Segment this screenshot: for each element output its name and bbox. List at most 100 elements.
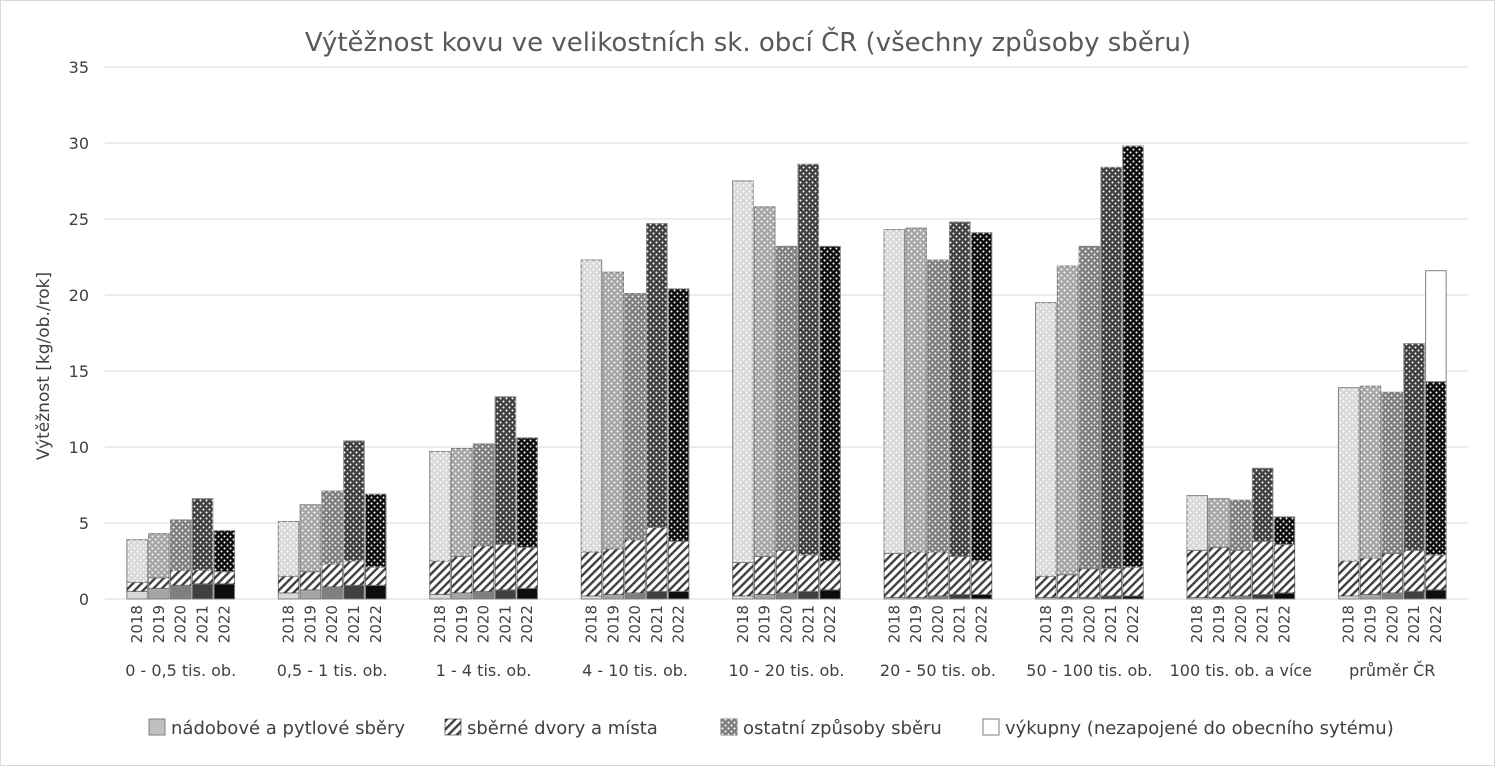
x-tick-label: 2019 (756, 605, 774, 643)
bar-segment (451, 448, 473, 557)
bar-segment (1186, 495, 1208, 551)
x-tick-label: 2020 (1232, 605, 1250, 643)
bar-segment (753, 593, 776, 600)
bar-segment (1122, 566, 1144, 597)
legend-swatch-pattern (445, 719, 461, 735)
bar-segment (646, 223, 668, 529)
x-tick-label: 2020 (475, 605, 493, 643)
y-tick-label: 25 (69, 210, 89, 229)
bar-segment (1230, 549, 1252, 597)
bar-segment (169, 519, 192, 571)
bar-segment (213, 571, 236, 585)
bar-segment (321, 586, 343, 600)
bar-segment (624, 292, 646, 541)
bar-segment (516, 437, 538, 548)
bar-segment (148, 533, 170, 579)
x-tick-label: 2018 (1188, 605, 1206, 643)
bar-segment (1100, 568, 1122, 597)
bar-segment (775, 245, 798, 551)
legend-label: sběrné dvory a místa (467, 718, 658, 739)
group-label: 50 - 100 tis. ob. (1026, 661, 1152, 680)
x-tick-label: 2019 (1210, 605, 1228, 643)
bar-segment (646, 590, 668, 600)
x-tick-label: 2022 (215, 605, 233, 643)
bar-segment (1273, 543, 1296, 594)
bar-segment (948, 221, 971, 557)
bar-segment (970, 560, 993, 595)
x-tick-label: 2021 (648, 605, 666, 643)
bar-segment (191, 569, 214, 585)
bar-segment (516, 546, 538, 589)
bar-segment (429, 451, 451, 562)
bar-segment (1403, 549, 1425, 592)
bar-segment (1425, 381, 1447, 556)
bar-segment (429, 593, 451, 600)
bar-segment (494, 543, 517, 591)
x-tick-label: 2020 (778, 605, 796, 643)
y-tick-label: 5 (79, 514, 89, 533)
bar-segment (1078, 568, 1101, 598)
bar-segment (905, 551, 927, 598)
group-label: průměr ČR (1349, 661, 1435, 680)
bar-segment (797, 163, 820, 556)
x-tick-label: 2021 (951, 605, 969, 643)
x-tick-label: 2022 (518, 605, 536, 643)
legend-label: nádobové a pytlové sběry (171, 718, 405, 739)
bar-segment (1403, 590, 1425, 600)
x-tick-label: 2018 (431, 605, 449, 643)
y-tick-label: 20 (69, 286, 89, 305)
x-tick-label: 2019 (1361, 605, 1379, 643)
bar-segment (1337, 560, 1360, 597)
x-tick-label: 2021 (496, 605, 514, 643)
bar-segment (819, 589, 841, 600)
x-tick-label: 2018 (280, 605, 298, 643)
x-tick-label: 2022 (1275, 605, 1293, 643)
bar-segment (602, 271, 625, 550)
x-tick-label: 2019 (150, 605, 168, 643)
bar-segment (667, 590, 690, 600)
group-labels: 0 - 0,5 tis. ob. 0,5 - 1 tis. ob. 1 - 4 ti… (125, 661, 1435, 680)
bar-segment (1208, 546, 1230, 598)
x-tick-label: 2019 (604, 605, 622, 643)
bar-segment (451, 555, 473, 594)
chart-title: Výtěžnost kovu ve velikostních sk. obcí … (305, 26, 1191, 58)
bar-segment (299, 571, 322, 591)
bar-segment (365, 566, 387, 586)
bar-segment (1273, 516, 1296, 545)
legend-swatch (148, 718, 166, 736)
bar-segment (1359, 557, 1382, 595)
bar-segment (1122, 145, 1144, 568)
bar-segment (602, 548, 625, 595)
bar-segment (126, 590, 148, 600)
x-tick-label: 2022 (1124, 605, 1142, 643)
bar-segment (191, 583, 214, 600)
x-tick-label: 2020 (626, 605, 644, 643)
x-tick-label: 2018 (1340, 605, 1358, 643)
bar-segment (667, 288, 690, 542)
x-tick-label: 2022 (1427, 605, 1445, 643)
x-tick-label: 2022 (821, 605, 839, 643)
x-tick-label: 2022 (973, 605, 991, 643)
legend-swatch (982, 718, 1000, 736)
bar-segment (927, 551, 949, 597)
bar-segment (494, 396, 517, 545)
bar-segment (1208, 498, 1230, 548)
bar-segment (169, 569, 192, 586)
x-tick-label: 2018 (128, 605, 146, 643)
bar-segment (970, 593, 993, 600)
bar-segment (1100, 166, 1122, 570)
x-tick-label: 2019 (1059, 605, 1077, 643)
bar-segment (819, 245, 841, 562)
x-tick-label: 2021 (1102, 605, 1120, 643)
x-tick-label: 2018 (734, 605, 752, 643)
bar-segment (321, 563, 343, 588)
legend: nádobové a pytlové sběry sběrné dvory a m… (148, 718, 1394, 739)
bar-segment (797, 554, 820, 592)
bar-segment (753, 206, 776, 557)
bar-segment (148, 587, 170, 600)
x-tick-label: 2020 (1383, 605, 1401, 643)
bar-segment (819, 560, 841, 591)
bar-segment (451, 592, 473, 600)
x-tick-label: 2020 (172, 605, 190, 643)
